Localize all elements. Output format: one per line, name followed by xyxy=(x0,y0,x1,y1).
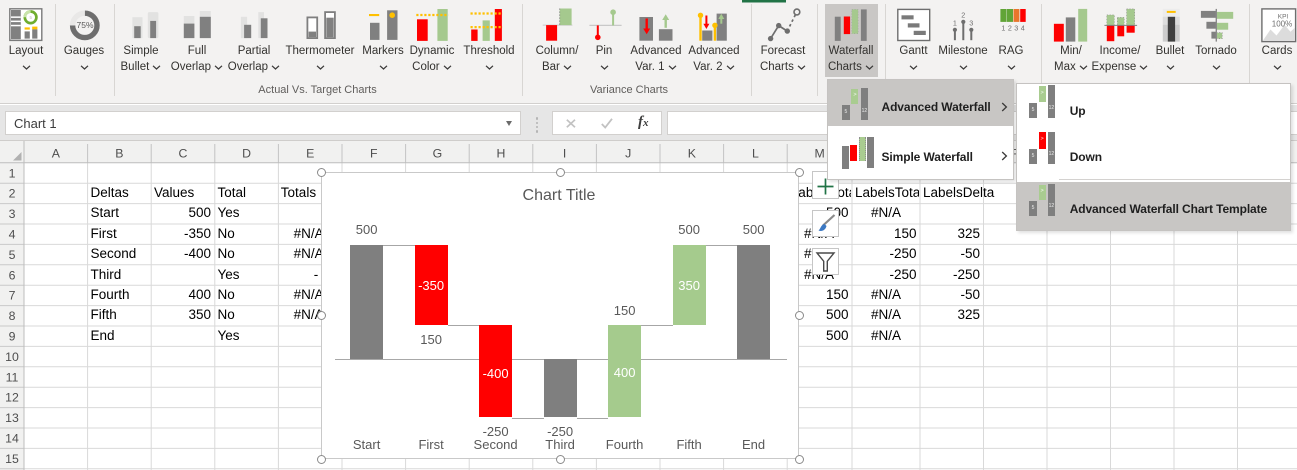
svg-text:15: 15 xyxy=(5,452,19,466)
svg-text:10: 10 xyxy=(5,350,19,364)
svg-text:3: 3 xyxy=(1014,24,1018,33)
svg-text:H: H xyxy=(497,147,506,161)
svg-text:7: 7 xyxy=(9,289,16,303)
svg-text:11: 11 xyxy=(6,370,19,384)
svg-text:1: 1 xyxy=(9,166,16,180)
svg-text:14: 14 xyxy=(5,432,19,446)
svg-text:100%: 100% xyxy=(1272,20,1292,29)
svg-text:J: J xyxy=(625,147,631,161)
svg-text:C: C xyxy=(179,147,188,161)
svg-text:E: E xyxy=(306,147,314,161)
svg-text:I: I xyxy=(563,147,566,161)
svg-text:M: M xyxy=(814,147,824,161)
svg-text:A: A xyxy=(52,147,61,161)
svg-text:13: 13 xyxy=(5,411,19,425)
svg-text:6: 6 xyxy=(9,268,16,282)
svg-text:12: 12 xyxy=(5,391,19,405)
svg-text:5: 5 xyxy=(9,248,16,262)
svg-text:L: L xyxy=(752,147,759,161)
svg-text:D: D xyxy=(242,147,251,161)
svg-text:9: 9 xyxy=(9,330,16,344)
svg-text:5: 5 xyxy=(29,15,32,20)
svg-text:3: 3 xyxy=(969,19,973,28)
svg-text:KPI: KPI xyxy=(1278,14,1289,21)
svg-text:2: 2 xyxy=(1008,24,1012,33)
svg-text:1: 1 xyxy=(953,19,957,28)
svg-text:4: 4 xyxy=(9,228,16,242)
svg-text:2: 2 xyxy=(9,187,16,201)
svg-text:2: 2 xyxy=(961,11,965,20)
svg-text:8: 8 xyxy=(9,309,16,323)
svg-text:G: G xyxy=(433,147,443,161)
svg-text:B: B xyxy=(115,147,123,161)
svg-text:3: 3 xyxy=(9,207,16,221)
svg-text:1: 1 xyxy=(1001,24,1005,33)
svg-text:4: 4 xyxy=(1021,24,1025,33)
svg-text:P: P xyxy=(1011,147,1019,161)
svg-text:F: F xyxy=(370,147,378,161)
svg-text:75%: 75% xyxy=(76,20,93,30)
svg-text:K: K xyxy=(688,147,697,161)
